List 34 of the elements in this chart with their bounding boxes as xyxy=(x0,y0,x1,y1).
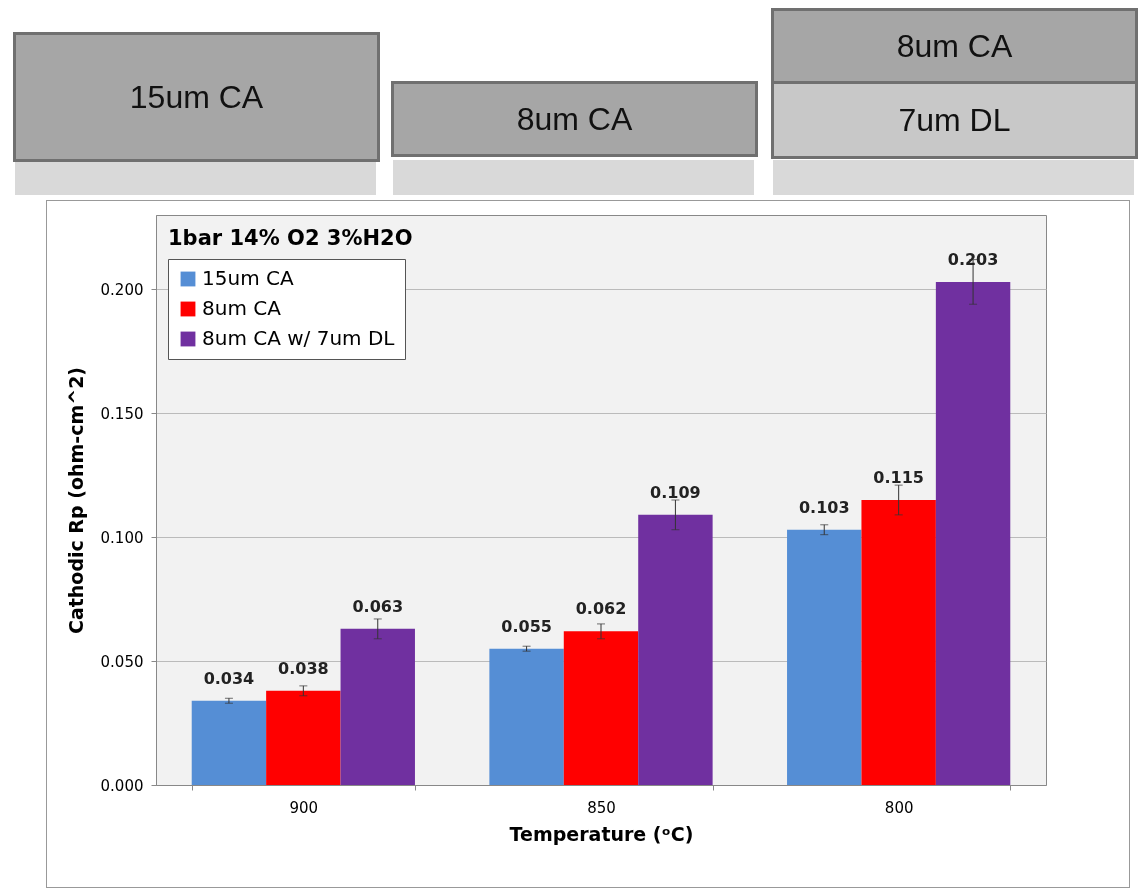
x-tick-label: 900 xyxy=(289,798,319,817)
bar xyxy=(638,514,713,785)
y-tick-label: 0.150 xyxy=(100,404,144,423)
data-label: 0.055 xyxy=(501,616,552,636)
x-axis-title: Temperature (ᵒC) xyxy=(509,822,694,845)
y-tick-label: 0.050 xyxy=(100,652,144,671)
legend-label: 8um CA w/ 7um DL xyxy=(202,326,396,350)
data-label: 0.103 xyxy=(798,497,850,517)
data-label: 0.062 xyxy=(575,599,627,619)
text: 1bar 14% O2 3%H2O xyxy=(168,226,413,250)
bar xyxy=(340,628,415,785)
bar xyxy=(563,631,639,785)
data-label: 0.038 xyxy=(278,658,329,678)
legend-label: 8um CA xyxy=(202,296,282,320)
layer-diagram: 8um CA xyxy=(391,0,758,196)
bar xyxy=(861,500,936,785)
y-tick-label: 0.200 xyxy=(100,280,144,299)
data-label: 0.115 xyxy=(873,468,924,487)
data-label: 0.203 xyxy=(947,249,999,269)
x-tick-label: 850 xyxy=(587,798,616,817)
y-tick-label: 0.000 xyxy=(100,776,144,795)
bar xyxy=(266,690,341,785)
layer-diagram: 8um CA 7um DL xyxy=(771,0,1138,196)
y-axis-title: Cathodic Rp (ohm-cm^2) xyxy=(64,366,87,635)
bar xyxy=(787,529,862,785)
legend-label: 15um CA xyxy=(202,266,294,290)
bar xyxy=(935,281,1011,785)
y-tick-label: 0.100 xyxy=(100,528,144,547)
data-label: 0.109 xyxy=(650,482,701,502)
bar xyxy=(191,700,267,785)
data-label: 0.034 xyxy=(203,668,255,688)
data-label: 0.063 xyxy=(352,596,404,616)
x-tick-label: 800 xyxy=(884,798,914,817)
bar xyxy=(489,648,564,785)
